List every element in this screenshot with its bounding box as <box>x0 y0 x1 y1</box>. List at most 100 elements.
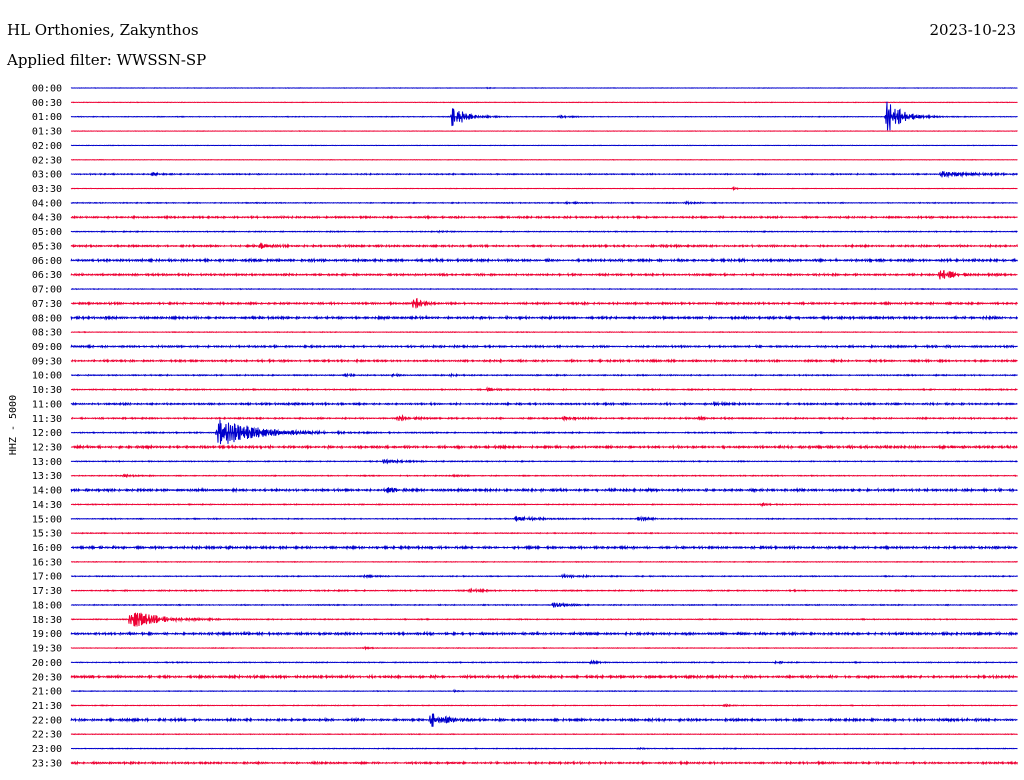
trace-line <box>70 200 1018 206</box>
trace-line <box>70 587 1018 594</box>
time-label: 17:00 <box>32 572 62 583</box>
trace-line <box>70 372 1018 379</box>
time-label: 20:00 <box>32 658 62 669</box>
trace-line <box>70 673 1018 681</box>
time-label: 01:30 <box>32 127 62 138</box>
time-label: 08:30 <box>32 328 62 339</box>
time-label: 17:30 <box>32 586 62 597</box>
trace-line <box>70 713 1018 727</box>
time-label: 09:30 <box>32 356 62 367</box>
trace-line <box>70 473 1018 478</box>
time-label: 20:30 <box>32 672 62 683</box>
trace-line <box>70 86 1018 90</box>
trace-line <box>70 330 1018 334</box>
time-label: 04:00 <box>32 198 62 209</box>
trace-line <box>70 760 1018 766</box>
time-label: 07:00 <box>32 285 62 296</box>
time-label: 02:00 <box>32 141 62 152</box>
time-label: 13:30 <box>32 471 62 482</box>
time-label: 15:00 <box>32 514 62 525</box>
trace-line <box>70 733 1018 736</box>
filter-label: Applied filter: WWSSN-SP <box>7 51 207 69</box>
trace-line <box>70 601 1018 608</box>
time-label: 18:00 <box>32 601 62 612</box>
time-label: 06:00 <box>32 256 62 267</box>
time-label: 10:00 <box>32 371 62 382</box>
trace-line <box>70 486 1018 494</box>
time-label: 14:00 <box>32 486 62 497</box>
trace-line <box>70 413 1018 422</box>
trace-line <box>70 544 1018 551</box>
trace-line <box>70 560 1018 564</box>
time-label: 21:30 <box>32 701 62 712</box>
trace-line <box>70 746 1018 751</box>
time-label: 05:00 <box>32 227 62 238</box>
trace-line <box>70 572 1018 580</box>
time-label: 01:00 <box>32 112 62 123</box>
trace-line <box>70 419 1018 445</box>
time-label: 02:30 <box>32 155 62 166</box>
trace-line <box>70 515 1018 522</box>
time-label: 06:30 <box>32 270 62 281</box>
trace-line <box>70 130 1018 132</box>
time-label: 11:30 <box>32 414 62 425</box>
time-label: 12:30 <box>32 443 62 454</box>
time-label: 14:30 <box>32 500 62 511</box>
trace-line <box>70 612 1018 627</box>
time-label: 18:30 <box>32 615 62 626</box>
time-label: 19:00 <box>32 629 62 640</box>
trace-line <box>70 287 1018 291</box>
date-label: 2023-10-23 <box>929 21 1016 39</box>
time-label: 16:00 <box>32 543 62 554</box>
trace-line <box>70 242 1018 250</box>
time-label: 15:30 <box>32 529 62 540</box>
time-label: 03:00 <box>32 170 62 181</box>
time-label: 05:30 <box>32 242 62 253</box>
time-label: 08:00 <box>32 313 62 324</box>
trace-line <box>70 101 1018 104</box>
trace-line <box>70 630 1018 637</box>
trace-line <box>70 443 1018 451</box>
time-label: 21:00 <box>32 687 62 698</box>
time-label: 22:00 <box>32 715 62 726</box>
trace-line <box>70 400 1018 407</box>
station-title: HL Orthonies, Zakynthos <box>7 21 199 39</box>
trace-line <box>70 357 1018 364</box>
time-label: 16:30 <box>32 557 62 568</box>
trace-line <box>70 703 1018 708</box>
trace-line <box>70 531 1018 535</box>
trace-line <box>70 257 1018 264</box>
time-label: 12:00 <box>32 428 62 439</box>
trace-line <box>70 343 1018 350</box>
trace-line <box>70 645 1018 651</box>
time-label: 19:30 <box>32 644 62 655</box>
time-label: 23:00 <box>32 744 62 755</box>
time-label: 11:00 <box>32 399 62 410</box>
trace-line <box>70 659 1018 665</box>
trace-line <box>70 688 1018 693</box>
trace-line <box>70 458 1018 465</box>
trace-line <box>70 101 1018 131</box>
trace-line <box>70 144 1018 147</box>
time-label: 22:30 <box>32 730 62 741</box>
time-label: 04:30 <box>32 213 62 224</box>
time-label: 09:00 <box>32 342 62 353</box>
trace-line <box>70 214 1018 221</box>
trace-line <box>70 314 1018 321</box>
trace-line <box>70 386 1018 392</box>
trace-line <box>70 270 1018 280</box>
trace-line <box>70 158 1018 161</box>
y-axis-label: HHZ - 5000 <box>8 395 19 455</box>
time-label: 00:00 <box>32 84 62 95</box>
trace-line <box>70 171 1018 179</box>
time-label: 23:30 <box>32 758 62 769</box>
trace-line <box>70 229 1018 234</box>
time-label: 00:30 <box>32 98 62 109</box>
trace-line <box>70 297 1018 309</box>
time-label: 03:30 <box>32 184 62 195</box>
time-label: 10:30 <box>32 385 62 396</box>
trace-line <box>70 502 1018 508</box>
time-label: 13:00 <box>32 457 62 468</box>
time-label: 07:30 <box>32 299 62 310</box>
